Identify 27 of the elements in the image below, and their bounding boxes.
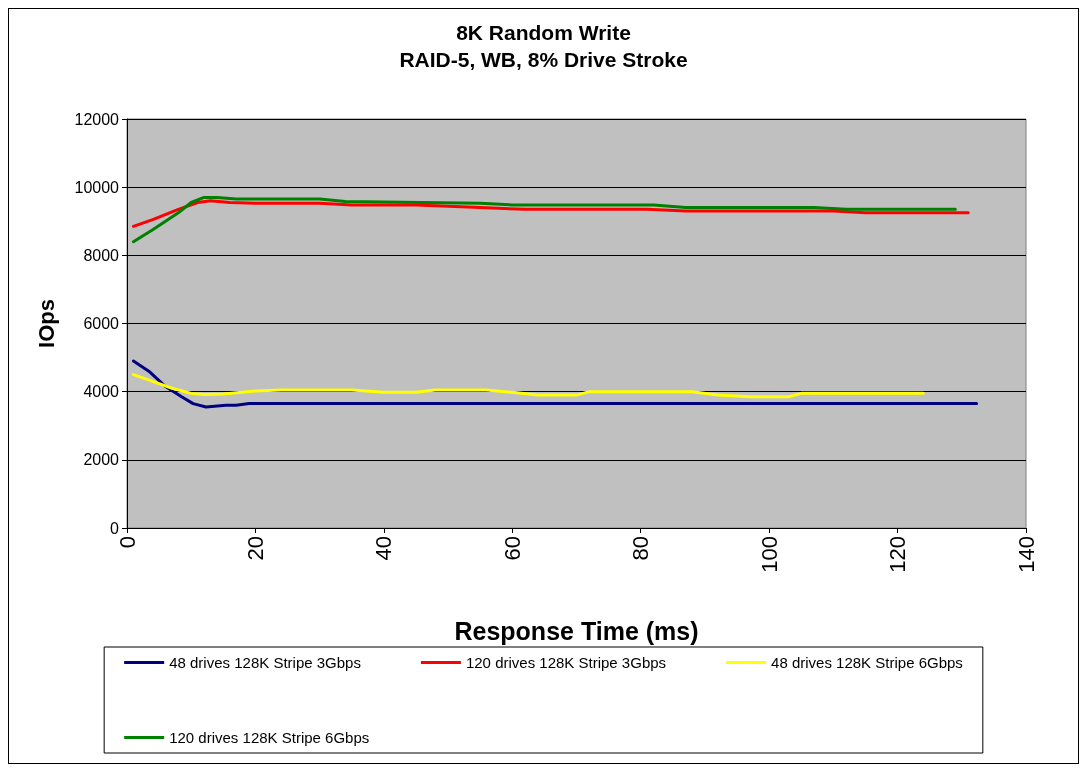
x-tick-label: 120: [885, 536, 911, 573]
y-tick-label: 12000: [74, 110, 120, 128]
y-tick-label: 8000: [83, 246, 120, 264]
y-axis-title: IOps: [33, 299, 59, 348]
y-tick-label: 4000: [83, 383, 120, 401]
y-tick-label: 2000: [83, 451, 120, 469]
chart-title: 8K Random Write: [456, 21, 631, 44]
line-series: [131, 199, 970, 228]
x-axis-title: Response Time (ms): [454, 616, 699, 645]
y-tick-label: 10000: [74, 178, 120, 196]
chart-subtitle: RAID-5, WB, 8% Drive Stroke: [399, 48, 688, 71]
y-tick-label: 6000: [83, 315, 120, 332]
legend-label: 120 drives 128K Stripe 6Gbps: [169, 729, 370, 746]
x-tick-label: 140: [1013, 536, 1039, 573]
x-tick-label: 80: [628, 536, 654, 561]
x-tick-label: 40: [371, 536, 397, 561]
line-series: [131, 359, 979, 409]
legend-label: 48 drives 128K Stripe 3Gbps: [169, 654, 361, 671]
legend-label: 48 drives 128K Stripe 6Gbps: [771, 654, 963, 671]
line-series: [131, 373, 925, 399]
x-tick-label: 20: [242, 536, 268, 561]
x-tick-label: 60: [499, 536, 525, 561]
x-tick-label: 0: [114, 536, 140, 549]
y-tick-label: 0: [110, 519, 120, 537]
x-tick-label: 100: [756, 536, 782, 573]
line-series: [131, 195, 957, 244]
legend-label: 120 drives 128K Stripe 3Gbps: [465, 654, 667, 671]
